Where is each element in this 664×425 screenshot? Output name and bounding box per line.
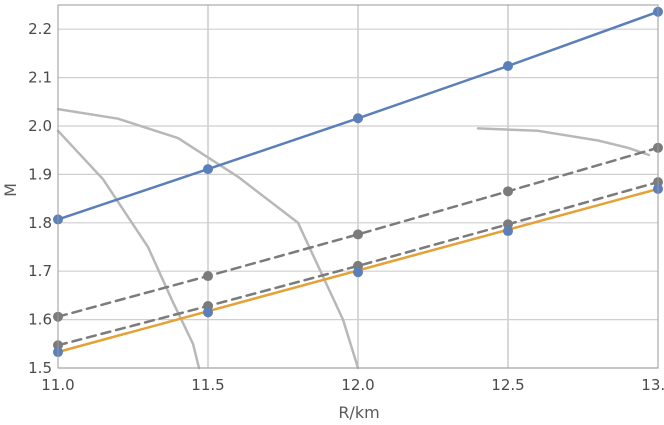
series-0-point [353, 113, 363, 124]
x-axis-label: R/km [338, 403, 379, 422]
series-4-point [203, 307, 213, 318]
series-line-2 [56, 180, 660, 347]
series-line-5 [56, 107, 360, 370]
y-tick-label: 1.9 [28, 165, 52, 183]
y-tick-label: 2.1 [28, 69, 52, 87]
x-tick-label: 13.0 [641, 376, 664, 394]
x-tick-label: 12.5 [491, 376, 524, 394]
series-1-point [503, 186, 513, 197]
series-1-point [353, 229, 363, 240]
series-0-point [503, 60, 513, 71]
plot-frame [57, 4, 659, 369]
series-0-point [203, 164, 213, 175]
y-tick-label: 2.0 [28, 117, 52, 135]
plot-border [57, 4, 659, 369]
series-4-point [353, 267, 363, 278]
constraint-curves [56, 107, 651, 370]
tick-labels: 11.0 11.5 12.0 12.5 13.0 1.5 1.6 1.7 1.8 1.9 2.0 2.… [28, 20, 664, 394]
x-tick-label: 12.0 [341, 376, 374, 394]
x-tick-label: 11.5 [191, 376, 224, 394]
y-tick-label: 1.8 [28, 214, 52, 232]
series-line-7 [476, 127, 651, 157]
y-axis-label: M [1, 183, 20, 197]
y-tick-label: 1.7 [28, 262, 52, 280]
y-tick-label: 2.2 [28, 20, 52, 38]
grid [57, 5, 659, 369]
series-line-6 [56, 129, 201, 370]
y-tick-label: 1.5 [28, 359, 52, 377]
y-tick-label: 1.6 [28, 311, 52, 329]
series-1-point [203, 271, 213, 282]
x-tick-label: 11.0 [41, 376, 74, 394]
series-line-1 [56, 146, 660, 318]
series-4-point [503, 226, 513, 237]
